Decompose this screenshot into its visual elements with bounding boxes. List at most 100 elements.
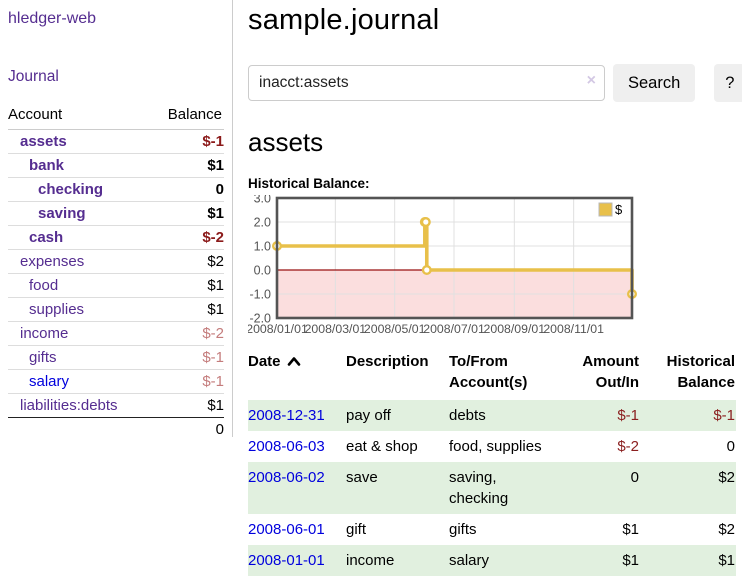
accounts-total: 0 bbox=[150, 417, 224, 441]
account-row: income $-2 bbox=[8, 321, 224, 346]
account-balance: $-1 bbox=[202, 133, 224, 150]
y-axis-tick-label: -1.0 bbox=[249, 288, 271, 302]
account-row: expenses $2 bbox=[8, 249, 224, 274]
accounts-header-balance: Balance bbox=[150, 104, 224, 130]
account-row: saving $1 bbox=[8, 201, 224, 226]
chart-border bbox=[275, 196, 634, 320]
x-axis-tick-label: 2008/11/01 bbox=[543, 322, 604, 336]
account-row: liabilities:debts $1 bbox=[8, 393, 224, 418]
transaction-amount: $-1 bbox=[617, 407, 639, 424]
transaction-balance: 0 bbox=[726, 438, 735, 455]
sidebar-account-link[interactable]: food bbox=[29, 277, 59, 294]
sidebar-account-link[interactable]: liabilities:debts bbox=[20, 397, 118, 414]
account-balance: $1 bbox=[150, 273, 224, 298]
x-axis-tick-label: 2008/05/01 bbox=[364, 322, 426, 336]
transaction-amount: $1 bbox=[622, 552, 639, 569]
account-row: assets $-1 bbox=[8, 130, 224, 154]
x-axis-tick-label: 2008/07/01 bbox=[423, 322, 485, 336]
chart-title: Historical Balance: bbox=[248, 176, 370, 191]
y-axis-tick-label: 2.0 bbox=[254, 216, 271, 230]
register-header-row: Date Description To/From Account(s) Amou… bbox=[248, 347, 736, 400]
sidebar-account-link[interactable]: gifts bbox=[29, 349, 57, 366]
account-heading: assets bbox=[248, 127, 324, 157]
register-row: 2008-01-01 income salary $1 $1 bbox=[248, 545, 736, 576]
account-balance: $-2 bbox=[150, 225, 224, 250]
transaction-accounts: food, supplies bbox=[449, 438, 542, 455]
transaction-description: save bbox=[346, 469, 378, 486]
x-axis-tick-label: 2008/03/01 bbox=[305, 322, 367, 336]
register-header-balance: Historical Balance bbox=[666, 353, 735, 391]
register-row: 2008-06-01 gift gifts $1 $2 bbox=[248, 514, 736, 545]
transaction-description: income bbox=[346, 552, 395, 569]
y-axis-tick-label: 0.0 bbox=[254, 264, 271, 278]
register-table: Date Description To/From Account(s) Amou… bbox=[248, 347, 736, 576]
account-row: gifts $-1 bbox=[8, 345, 224, 370]
search-input[interactable] bbox=[248, 65, 605, 101]
register-row: 2008-06-02 save saving, checking 0 $2 bbox=[248, 462, 736, 514]
y-axis-tick-label: -2.0 bbox=[249, 312, 271, 326]
legend-swatch bbox=[598, 202, 613, 217]
account-row: salary $-1 bbox=[8, 369, 224, 394]
transaction-date-link[interactable]: 2008-06-03 bbox=[248, 438, 325, 455]
legend-label: $ bbox=[615, 202, 623, 217]
accounts-total-row: 0 bbox=[8, 417, 224, 441]
sidebar: hledger-web Journal Account Balance asse… bbox=[0, 0, 233, 441]
sidebar-account-link[interactable]: cash bbox=[29, 229, 64, 246]
transaction-balance: $1 bbox=[718, 552, 735, 569]
register-header-accounts: To/From Account(s) bbox=[449, 353, 528, 391]
account-balance: 0 bbox=[150, 177, 224, 202]
sidebar-account-link[interactable]: saving bbox=[38, 205, 86, 222]
sidebar-item-journal[interactable]: Journal bbox=[8, 68, 59, 85]
sidebar-account-link[interactable]: expenses bbox=[20, 253, 85, 270]
account-row: checking 0 bbox=[8, 177, 224, 202]
x-axis-tick-label: 2008/09/01 bbox=[484, 322, 546, 336]
clear-search-icon[interactable]: × bbox=[586, 72, 596, 89]
sidebar-account-link[interactable]: assets bbox=[20, 133, 67, 150]
search-button[interactable]: Search bbox=[613, 64, 696, 102]
accounts-table: Account Balance assets $-1 bank $1 checking 0… bbox=[8, 104, 224, 441]
y-axis-tick-label: 3.0 bbox=[254, 195, 271, 206]
transaction-date-link[interactable]: 2008-01-01 bbox=[248, 552, 325, 569]
account-balance: $1 bbox=[150, 201, 224, 226]
sidebar-account-link[interactable]: salary bbox=[29, 373, 70, 390]
data-point-marker bbox=[421, 264, 432, 275]
account-row: cash $-2 bbox=[8, 225, 224, 250]
transaction-balance: $2 bbox=[718, 521, 735, 538]
transaction-amount: $-2 bbox=[617, 438, 639, 455]
transaction-amount: $1 bbox=[622, 521, 639, 538]
help-button[interactable]: ? bbox=[714, 64, 742, 102]
register-header-date-label: Date bbox=[248, 353, 281, 370]
search-form: × Search ? bbox=[248, 64, 742, 102]
data-point-marker bbox=[420, 217, 431, 228]
transaction-accounts: saving, checking bbox=[449, 469, 509, 507]
sidebar-account-link[interactable]: bank bbox=[29, 157, 65, 174]
transaction-accounts: debts bbox=[449, 407, 486, 424]
sort-ascending-icon bbox=[287, 354, 301, 371]
register-row: 2008-12-31 pay off debts $-1 $-1 bbox=[248, 400, 736, 431]
transaction-description: gift bbox=[346, 521, 367, 538]
transaction-date-link[interactable]: 2008-06-01 bbox=[248, 521, 325, 538]
transaction-date-link[interactable]: 2008-12-31 bbox=[248, 407, 325, 424]
register-row: 2008-06-03 eat & shop food, supplies $-2 0 bbox=[248, 431, 736, 462]
account-balance: $2 bbox=[150, 249, 224, 274]
transaction-balance: $-1 bbox=[713, 407, 735, 424]
account-balance: $1 bbox=[150, 297, 224, 322]
transaction-description: eat & shop bbox=[346, 438, 418, 455]
register-header-date[interactable]: Date bbox=[248, 347, 346, 400]
page-title: sample.journal bbox=[248, 4, 440, 36]
transaction-accounts: salary bbox=[449, 552, 490, 569]
transaction-amount: 0 bbox=[630, 469, 639, 486]
account-balance: $1 bbox=[150, 393, 224, 418]
historical-balance-chart[interactable]: $3.0 2.0 1.0 0.0 -1.0 -2.02008/01/012008/03/0… bbox=[248, 195, 688, 337]
sidebar-account-link[interactable]: income bbox=[20, 325, 69, 342]
sidebar-account-link[interactable]: checking bbox=[38, 181, 104, 198]
transaction-date-link[interactable]: 2008-06-02 bbox=[248, 469, 325, 486]
account-row: food $1 bbox=[8, 273, 224, 298]
sidebar-account-link[interactable]: supplies bbox=[29, 301, 85, 318]
transaction-description: pay off bbox=[346, 407, 391, 424]
account-balance: $-1 bbox=[150, 369, 224, 394]
app-title-link[interactable]: hledger-web bbox=[8, 10, 97, 27]
account-row: bank $1 bbox=[8, 153, 224, 178]
account-row: supplies $1 bbox=[8, 297, 224, 322]
register-header-amount: Amount Out/In bbox=[582, 353, 639, 391]
